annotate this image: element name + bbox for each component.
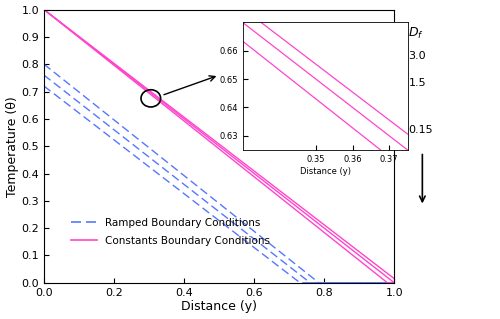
Legend: Ramped Boundary Conditions, Constants Boundary Conditions: Ramped Boundary Conditions, Constants Bo… — [66, 214, 274, 250]
Text: $D_f$: $D_f$ — [408, 26, 424, 41]
Y-axis label: Temperature (θ): Temperature (θ) — [6, 96, 18, 197]
Text: 1.5: 1.5 — [408, 78, 426, 88]
Text: 3.0: 3.0 — [408, 51, 426, 61]
Text: 0.15: 0.15 — [408, 124, 433, 135]
X-axis label: Distance (y): Distance (y) — [181, 300, 257, 314]
X-axis label: Distance (y): Distance (y) — [300, 167, 350, 175]
